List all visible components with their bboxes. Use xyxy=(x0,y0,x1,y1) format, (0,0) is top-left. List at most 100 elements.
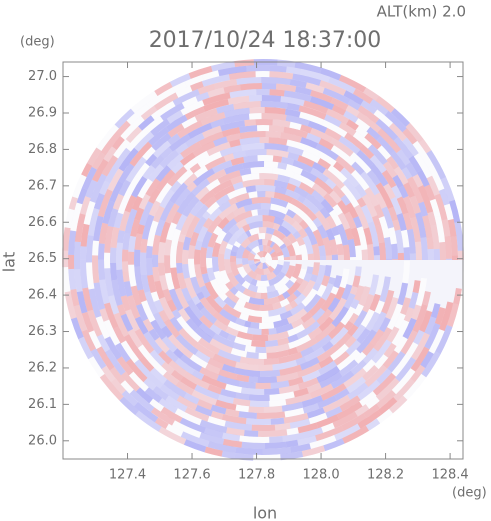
radar-cell xyxy=(182,249,189,265)
radar-cell xyxy=(402,317,417,340)
radar-cell xyxy=(321,275,330,287)
radar-cell xyxy=(184,406,210,422)
radar-cell xyxy=(193,216,207,234)
radar-cell xyxy=(316,414,340,429)
radar-cell xyxy=(367,144,388,166)
radar-cell xyxy=(142,318,154,332)
radar-cell xyxy=(299,68,331,83)
radar-cell xyxy=(185,215,201,239)
radar-cell xyxy=(265,227,275,235)
radar-cell xyxy=(205,363,221,375)
radar-cell xyxy=(294,61,322,74)
radar-cell xyxy=(270,234,285,248)
radar-cell xyxy=(211,179,233,195)
y-tick-label: 26.4 xyxy=(28,288,57,303)
radar-cell xyxy=(287,324,306,337)
radar-cell xyxy=(373,246,380,256)
radar-cell xyxy=(107,168,124,192)
radar-cell xyxy=(287,333,299,343)
radar-cell xyxy=(225,281,235,291)
radar-cell xyxy=(235,198,253,209)
radar-cell xyxy=(293,387,309,398)
radar-cell xyxy=(371,215,381,227)
radar-cell xyxy=(217,394,234,404)
radar-cell xyxy=(245,185,257,193)
radar-cell xyxy=(142,165,156,180)
radar-cell xyxy=(236,77,262,85)
radar-cell xyxy=(225,326,239,337)
radar-cell xyxy=(86,235,94,263)
radar-cell xyxy=(199,296,217,316)
radar-cell xyxy=(254,260,261,265)
radar-cell xyxy=(312,262,320,276)
radar-cell xyxy=(204,446,223,457)
radar-cell xyxy=(296,363,322,378)
radar-cell xyxy=(286,243,296,257)
radar-cell xyxy=(178,307,191,323)
radar-cell xyxy=(340,194,351,206)
radar-cell xyxy=(373,327,393,352)
radar-cell xyxy=(457,250,464,260)
radar-cell xyxy=(332,204,343,216)
radar-cell xyxy=(230,261,240,277)
radar-cell xyxy=(150,118,171,136)
radar-cell xyxy=(120,371,141,392)
radar-cell xyxy=(400,229,410,248)
radar-cell xyxy=(117,304,127,316)
radar-cell xyxy=(344,335,357,349)
radar-cell xyxy=(218,203,238,220)
radar-cell xyxy=(283,90,312,102)
radar-cell xyxy=(110,262,118,281)
radar-cell xyxy=(301,316,316,330)
radar-cell xyxy=(424,323,441,350)
radar-cell xyxy=(287,346,299,356)
radar-cell xyxy=(319,206,331,219)
radar-cell xyxy=(199,285,211,299)
radar-cell xyxy=(194,240,203,251)
radar-cell xyxy=(142,146,156,161)
radar-cell xyxy=(334,423,361,441)
radar-cell xyxy=(429,198,441,218)
radar-cell xyxy=(310,127,334,143)
x-unit: (deg) xyxy=(452,486,487,501)
radar-cell xyxy=(206,141,231,157)
radar-cell xyxy=(175,214,188,231)
radar-cell xyxy=(239,125,258,134)
radar-cell xyxy=(298,227,308,239)
radar-cell xyxy=(256,286,268,294)
radar-cell xyxy=(269,241,276,248)
radar-cell xyxy=(171,211,182,225)
radar-cell xyxy=(146,220,159,247)
radar-cell xyxy=(354,266,362,277)
radar-cell xyxy=(264,161,279,169)
radar-cell xyxy=(250,250,257,256)
radar-cell xyxy=(81,311,95,333)
radar-cell xyxy=(99,373,124,401)
radar-cell xyxy=(232,397,251,407)
radar-cell xyxy=(258,227,267,234)
radar-cell xyxy=(420,350,434,369)
radar-cell xyxy=(351,169,370,191)
radar-cell xyxy=(286,427,299,436)
radar-cell xyxy=(308,297,327,317)
radar-cell xyxy=(234,227,246,238)
radar-cell xyxy=(204,281,219,300)
radar-cell xyxy=(377,397,398,415)
radar-cell xyxy=(224,163,244,175)
radar-cell xyxy=(193,249,201,265)
radar-cell xyxy=(272,167,295,179)
radar-cell xyxy=(226,271,240,287)
radar-cell xyxy=(97,189,113,218)
radar-cell xyxy=(184,277,197,299)
radar-cell xyxy=(223,296,237,309)
radar-cell xyxy=(103,319,121,346)
radar-cell xyxy=(330,97,349,111)
radar-cell xyxy=(175,333,199,356)
radar-cell xyxy=(405,342,419,358)
radar-cell xyxy=(318,360,338,376)
radar-cell xyxy=(336,401,363,420)
radar-cell xyxy=(241,173,253,182)
radar-cell xyxy=(376,408,393,424)
radar-cell xyxy=(159,383,180,401)
radar-cell xyxy=(199,189,216,205)
